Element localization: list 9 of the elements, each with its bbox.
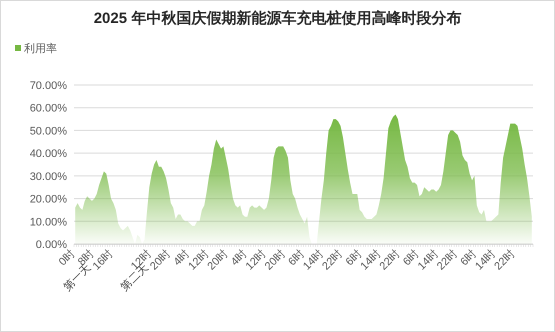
y-tick-label: 30.00% bbox=[30, 170, 68, 183]
y-tick-label: 10.00% bbox=[30, 216, 68, 228]
y-tick-label: 60.00% bbox=[30, 102, 68, 115]
legend-label: 利用率 bbox=[24, 42, 57, 55]
chart-title: 2025 年中秋国庆假期新能源车充电桩使用高峰时段分布 bbox=[94, 9, 462, 27]
y-tick-label: 50.00% bbox=[30, 125, 68, 138]
y-tick-label: 20.00% bbox=[30, 194, 68, 206]
y-tick-label: 40.00% bbox=[30, 148, 68, 160]
y-tick-label: 70.00% bbox=[30, 80, 68, 92]
